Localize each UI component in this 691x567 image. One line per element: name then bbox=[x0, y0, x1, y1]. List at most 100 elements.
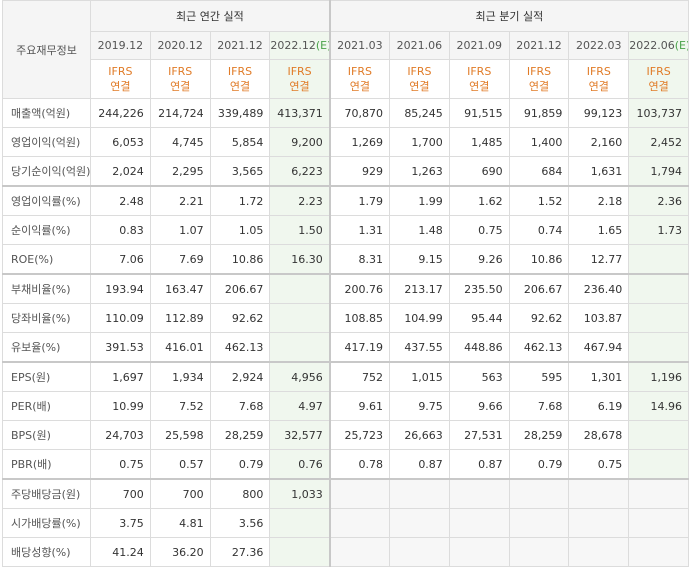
ifrs-text: IFRS bbox=[526, 65, 552, 78]
metric-value: 448.86 bbox=[448, 332, 510, 363]
table-row: 순이익률(%) 0.83 1.07 1.05 1.50 1.31 1.48 0.75 0.74 1… bbox=[2, 215, 690, 245]
period-label: 2022.03 bbox=[576, 39, 622, 52]
metric-value: 4.81 bbox=[149, 508, 211, 538]
ifrs-text: IFRS bbox=[467, 65, 492, 78]
metric-value bbox=[389, 508, 450, 538]
metric-value: 1.72 bbox=[209, 185, 271, 216]
metric-value: 1.65 bbox=[568, 215, 630, 245]
metric-value: 91,859 bbox=[508, 98, 570, 128]
metric-value: 2.36 bbox=[628, 185, 690, 216]
metric-value: 0.87 bbox=[389, 449, 450, 480]
metric-value: 1,631 bbox=[568, 156, 630, 187]
consolidated-text: 연결 bbox=[229, 80, 251, 93]
metric-value: 2.18 bbox=[568, 185, 630, 216]
period-label: 2020.12 bbox=[157, 39, 203, 52]
metric-value: 0.83 bbox=[90, 215, 151, 245]
metric-value: 7.52 bbox=[149, 391, 211, 421]
metric-value: 2,452 bbox=[628, 127, 690, 157]
metric-value bbox=[628, 478, 690, 509]
consolidated-text: 연결 bbox=[349, 80, 370, 93]
metric-value: 9.26 bbox=[448, 244, 510, 275]
metric-value: 103,737 bbox=[628, 98, 690, 128]
metric-value bbox=[269, 303, 331, 333]
metric-value bbox=[448, 478, 510, 509]
metric-value bbox=[448, 508, 510, 538]
ifrs-consolidated-label: IFRS 연결 bbox=[209, 59, 271, 99]
metric-value bbox=[269, 537, 331, 567]
ifrs-header-row: IFRS 연결 IFRS 연결 IFRS 연결 IFRS 연결 IFRS 연결 IFRS 연결 IFRS… bbox=[3, 59, 690, 99]
ifrs-text: IFRS bbox=[646, 65, 671, 78]
annual-group-header: 최근 연간 실적 bbox=[89, 0, 331, 32]
metric-value: 3.75 bbox=[90, 508, 151, 538]
metric-value: 0.78 bbox=[328, 449, 391, 480]
metric-value: 417.19 bbox=[328, 332, 391, 363]
metric-value bbox=[269, 273, 331, 304]
metric-value: 6.19 bbox=[568, 391, 630, 421]
metric-value: 9.75 bbox=[389, 391, 450, 421]
ifrs-text: IFRS bbox=[168, 65, 193, 78]
period-header: 2021.03 bbox=[328, 31, 391, 60]
metric-value: 2,924 bbox=[209, 361, 271, 392]
metric-value bbox=[328, 478, 391, 509]
metric-label: 영업이익(억원) bbox=[2, 127, 91, 157]
metric-value: 7.69 bbox=[149, 244, 211, 275]
metric-value: 104.99 bbox=[389, 303, 450, 333]
metric-value: 236.40 bbox=[568, 273, 630, 304]
table-row: 유보율(%) 391.53 416.01 462.13 417.19 437.55 448.… bbox=[2, 332, 690, 363]
table-row: 당기순이익(억원) 2,024 2,295 3,565 6,223 929 1,263 690… bbox=[2, 156, 690, 187]
metric-value: 339,489 bbox=[209, 98, 271, 128]
metric-value: 6,053 bbox=[90, 127, 151, 157]
period-header-row: 2019.122020.122021.122022.12(E)2021.0320… bbox=[3, 31, 690, 60]
metric-value bbox=[628, 332, 690, 363]
metric-value: 467.94 bbox=[568, 332, 630, 363]
metric-value: 4.97 bbox=[269, 391, 331, 421]
ifrs-consolidated-label: IFRS 연결 bbox=[149, 59, 211, 99]
metric-value: 108.85 bbox=[328, 303, 391, 333]
metric-value: 25,598 bbox=[149, 420, 211, 450]
metric-value: 1.50 bbox=[269, 215, 331, 245]
metric-value bbox=[269, 508, 331, 538]
consolidated-text: 연결 bbox=[170, 80, 191, 93]
metric-value: 690 bbox=[448, 156, 510, 187]
metric-label: PBR(배) bbox=[2, 449, 91, 480]
metric-value: 3.56 bbox=[209, 508, 271, 538]
metric-label: 영업이익률(%) bbox=[2, 185, 91, 216]
metric-value: 110.09 bbox=[90, 303, 151, 333]
metric-value: 24,703 bbox=[90, 420, 151, 450]
estimate-mark: (E) bbox=[674, 39, 688, 52]
consolidated-text: 연결 bbox=[110, 80, 131, 93]
metric-value: 1,269 bbox=[328, 127, 391, 157]
table-row: 부채비율(%) 193.94 163.47 206.67 200.76 213.17 235… bbox=[2, 273, 690, 304]
period-header: 2021.09 bbox=[448, 31, 510, 60]
metric-value: 563 bbox=[448, 361, 510, 392]
metric-value: 391.53 bbox=[90, 332, 151, 363]
ifrs-text: IFRS bbox=[347, 65, 372, 78]
period-label: 2021.03 bbox=[337, 39, 383, 52]
period-label: 2021.06 bbox=[396, 39, 443, 52]
period-label: 2021.12 bbox=[516, 39, 562, 52]
metric-value: 163.47 bbox=[149, 273, 211, 304]
metric-value: 70,870 bbox=[328, 98, 391, 128]
metric-value: 7.68 bbox=[508, 391, 570, 421]
period-header: 2021.12 bbox=[209, 31, 271, 60]
estimate-mark: (E) bbox=[315, 39, 329, 52]
metric-value bbox=[508, 508, 570, 538]
metric-label: PER(배) bbox=[2, 391, 91, 421]
ifrs-consolidated-label: IFRS 연결 bbox=[628, 59, 690, 99]
table-row: 영업이익률(%) 2.48 2.21 1.72 2.23 1.79 1.99 1.62 1.52… bbox=[2, 185, 690, 216]
metric-value: 1.05 bbox=[209, 215, 271, 245]
metric-value: 2,160 bbox=[568, 127, 630, 157]
table-row: 매출액(억원) 244,226 214,724 339,489 413,371 70,87… bbox=[2, 98, 690, 128]
metric-value: 32,577 bbox=[269, 420, 331, 450]
metric-value bbox=[628, 449, 690, 480]
period-header: 2022.06(E) bbox=[628, 31, 690, 60]
table-row: ROE(%) 7.06 7.69 10.86 16.30 8.31 9.15 9.26 10.8… bbox=[2, 244, 690, 275]
metric-value: 437.55 bbox=[389, 332, 450, 363]
metric-value: 41.24 bbox=[90, 537, 151, 567]
metric-value: 929 bbox=[328, 156, 391, 187]
metric-value bbox=[269, 332, 331, 363]
metric-value: 27,531 bbox=[448, 420, 510, 450]
table-row: 배당성향(%) 41.24 36.20 27.36 bbox=[2, 537, 690, 567]
